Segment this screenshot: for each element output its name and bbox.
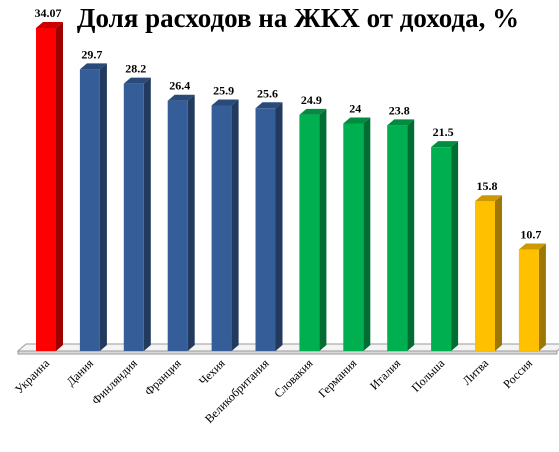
bar	[343, 117, 371, 351]
bar	[211, 99, 239, 351]
bar-group	[36, 22, 546, 352]
bar-side	[407, 119, 415, 352]
floor-front	[17, 350, 558, 355]
bar-front	[431, 147, 452, 351]
value-label: 23.8	[389, 103, 410, 117]
bar-top	[79, 63, 107, 70]
bar-front	[79, 69, 100, 352]
category-label: Украина	[12, 356, 53, 397]
bar-side	[187, 94, 195, 351]
bar-top	[255, 102, 283, 109]
bar-side	[451, 141, 459, 351]
bar-front	[255, 108, 276, 351]
value-label: 15.8	[477, 179, 498, 193]
bar-top	[167, 94, 195, 101]
bar-front	[123, 83, 144, 352]
value-label: 34.07	[35, 6, 62, 20]
bar-top	[211, 99, 239, 106]
category-label: Германия	[315, 356, 359, 400]
bar-front	[167, 100, 188, 351]
chart-floor	[16, 343, 559, 355]
value-label: 25.9	[213, 83, 234, 97]
value-label: 24	[349, 101, 361, 115]
bar	[255, 102, 283, 351]
bar-front	[211, 105, 232, 351]
bar-top	[343, 117, 371, 124]
bar-top	[387, 119, 415, 126]
value-label: 29.7	[81, 47, 102, 61]
bar-top	[299, 108, 327, 115]
bar-front	[518, 249, 539, 351]
bar	[475, 195, 502, 351]
bar	[431, 141, 459, 351]
bar-side	[275, 102, 283, 351]
category-label: Россия	[500, 356, 535, 391]
bar-side	[99, 63, 107, 352]
value-label: 21.5	[433, 125, 454, 139]
bar-side	[56, 22, 63, 351]
bar-side	[143, 77, 151, 352]
value-label: 25.6	[257, 86, 278, 100]
bar	[79, 63, 107, 352]
bar-side	[495, 195, 502, 351]
bar-top	[123, 77, 151, 84]
bar-side	[538, 243, 546, 351]
bar	[387, 119, 415, 352]
category-label: Словакия	[271, 356, 316, 401]
value-label: 26.4	[169, 79, 190, 93]
bar-side	[231, 99, 239, 351]
bar	[167, 94, 195, 351]
bar-front	[475, 201, 495, 351]
bar-top	[518, 243, 546, 250]
category-label: Польша	[409, 356, 448, 395]
value-label: 28.2	[125, 62, 146, 76]
bar-front	[299, 114, 320, 352]
category-label: Финляндия	[89, 356, 140, 407]
category-label: Чехия	[196, 356, 228, 388]
category-label: Дания	[64, 356, 97, 389]
value-labels: 34.07 29.7 28.2 26.4 25.9 25.6 24.9 24 23.8 21.5 1…	[35, 6, 542, 242]
bar	[518, 243, 546, 351]
category-label: Франция	[142, 356, 184, 398]
bar-side	[319, 108, 327, 352]
category-label: Италия	[367, 356, 404, 393]
chart-title: Доля расходов на ЖКХ от дохода, %	[77, 3, 519, 33]
bar-top	[475, 195, 502, 202]
bar	[36, 22, 63, 351]
bar-top	[36, 22, 63, 28]
bar	[299, 108, 327, 352]
bar-front	[387, 125, 408, 352]
value-label: 24.9	[301, 93, 322, 107]
bar-front	[343, 123, 364, 351]
bar-front	[36, 28, 56, 351]
bar-side	[363, 117, 371, 351]
category-label: Литва	[460, 356, 492, 388]
bar	[123, 77, 151, 352]
bar-top	[431, 141, 459, 148]
value-label: 10.7	[520, 228, 541, 242]
